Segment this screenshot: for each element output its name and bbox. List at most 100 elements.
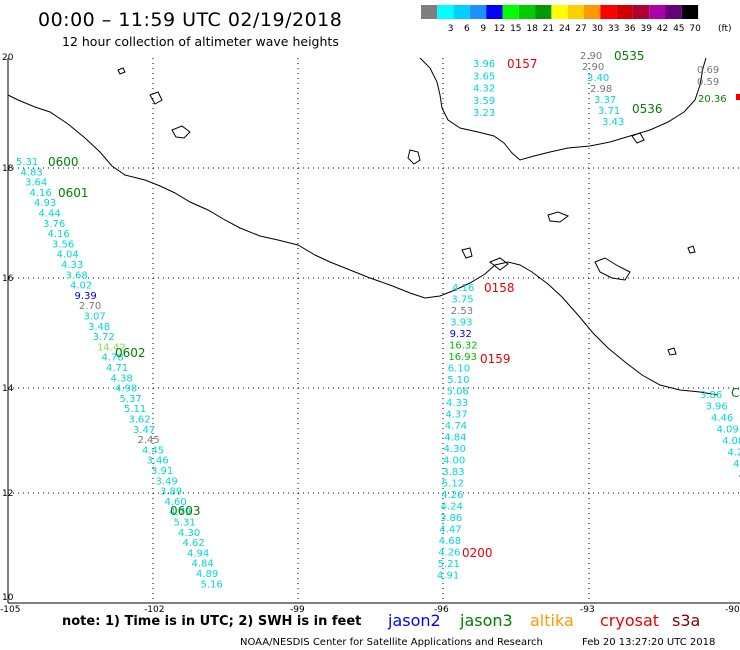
wave-height-label: 4.33 <box>446 398 468 409</box>
legend-label: 27 <box>575 24 586 34</box>
wave-height-label: 4.37 <box>445 410 467 421</box>
legend-swatch <box>437 5 454 19</box>
legend-label: 24 <box>559 24 571 34</box>
wave-height-label: 2.90 <box>580 51 602 62</box>
legend-swatch <box>469 5 487 19</box>
pass-time-label: 0600 <box>48 155 79 169</box>
wave-height-label: 5.37 <box>120 394 142 405</box>
satellite-altika: altika <box>530 611 574 630</box>
wave-height-label: 4.00 <box>443 456 465 467</box>
wave-height-label: 5.11 <box>124 404 146 415</box>
lon-label: -105 <box>0 605 20 615</box>
legend-swatch <box>632 5 650 19</box>
island <box>631 132 645 144</box>
island <box>461 247 473 259</box>
legend-label: 39 <box>640 24 652 34</box>
lat-label: 16 <box>2 274 14 284</box>
wave-height-label: 4.46 <box>711 413 733 424</box>
wave-height-label: 5.31 <box>16 157 38 168</box>
wave-height-label: 3.49 <box>156 476 178 487</box>
wave-height-label: 4.30 <box>178 528 200 539</box>
wave-height-label: 4.02 <box>70 281 92 292</box>
legend-label: 45 <box>673 24 684 34</box>
wave-height-label: 4.79 <box>169 507 191 518</box>
yucatan-coastline <box>419 57 707 161</box>
pass-time-label: C <box>731 386 739 400</box>
legend-swatch <box>453 5 470 19</box>
axis-labels: 20 18 16 14 12 10 -105 -102 -99 -96 -93 … <box>0 53 740 615</box>
lon-label: -102 <box>144 605 164 615</box>
wave-height-label: 3.40 <box>587 73 609 84</box>
wave-height-label: 3.89 <box>160 487 182 498</box>
legend-swatch <box>649 5 666 19</box>
wave-height-label: 3.56 <box>52 239 74 250</box>
wave-height-label: 3.37 <box>594 95 616 106</box>
wave-height-label: 3.75 <box>451 295 473 306</box>
wave-height-label: 9.39 <box>75 291 97 302</box>
wave-height-label: 4.09 <box>717 425 739 436</box>
legend-swatch <box>551 5 568 19</box>
wave-height-label: 3.59 <box>473 96 495 107</box>
wave-height-label: 3.47 <box>133 425 155 436</box>
island <box>407 149 421 165</box>
pass-time-label: 0536 <box>632 102 663 116</box>
footer-note: note: 1) Time is in UTC; 2) SWH is in fe… <box>62 614 361 629</box>
wave-height-label: 6.10 <box>448 364 470 375</box>
map-title: 00:00 – 11:59 UTC 02/19/2018 <box>38 9 342 31</box>
legend-label: 15 <box>510 24 521 34</box>
wave-height-label: 3.72 <box>93 332 115 343</box>
legend-swatch <box>486 5 503 19</box>
legend-unit: (ft) <box>718 24 732 34</box>
wave-height-label: 4.68 <box>439 536 461 547</box>
wave-height-label: 3.93 <box>450 318 472 329</box>
island <box>171 125 191 139</box>
wave-height-label: 4.1 <box>733 459 740 470</box>
pass-time-label: 0602 <box>115 346 146 360</box>
pass-time-label: 0157 <box>507 57 538 71</box>
wave-height-label: 2.98 <box>590 84 612 95</box>
wave-height-label: 4.04 <box>57 250 79 261</box>
island <box>687 245 696 254</box>
island <box>667 347 677 356</box>
wave-height-label: 3.43 <box>602 117 624 128</box>
wave-height-label: 4.32 <box>473 84 495 95</box>
wave-height-label: 5.31 <box>174 518 196 529</box>
legend-label: 30 <box>592 24 604 34</box>
wave-height-label: 3.65 <box>473 71 495 82</box>
wave-height-label: 3.23 <box>473 108 495 119</box>
wave-height-label: 4.84 <box>192 559 214 570</box>
wave-height-label: 20.36 <box>698 94 727 105</box>
wave-height-label: 4.89 <box>196 569 218 580</box>
pass-time-label: 0603 <box>170 504 201 518</box>
wave-height-label: 4.47 <box>439 525 461 536</box>
mexico-pacific-coastline <box>7 94 719 396</box>
wave-height-label: 4.93 <box>34 198 56 209</box>
wave-height-label: 4.16 <box>48 229 70 240</box>
wave-height-label: 4. <box>739 471 740 482</box>
wave-height-label: 4.38 <box>111 373 133 384</box>
wave-height-label: 3.91 <box>151 466 173 477</box>
wave-height-label: 2.70 <box>79 301 101 312</box>
legend-swatch <box>421 5 438 19</box>
wave-height-label: 0.69 <box>697 65 719 76</box>
wave-height-label: 3.96 <box>473 59 495 70</box>
edge-marker <box>736 94 740 100</box>
wave-height-label: 4.84 <box>444 433 466 444</box>
wave-height-label: 3.83 <box>442 467 464 478</box>
footer-timestamp: Feb 20 13:27:20 UTC 2018 <box>582 637 715 648</box>
legend-swatch <box>600 5 617 19</box>
lon-label: -93 <box>580 605 595 615</box>
color-legend: 3 6 9 12 15 18 21 24 27 30 33 36 39 42 45 70 (ft) <box>421 5 732 34</box>
legend-label: 12 <box>494 24 505 34</box>
wave-height-label: 3.48 <box>88 322 110 333</box>
wave-height-label: 2.90 <box>582 62 604 73</box>
wave-height-label: 4.26 <box>728 448 740 459</box>
lat-label: 14 <box>2 384 14 394</box>
pass-time-label: 0601 <box>58 186 89 200</box>
track-middle: 4.163.752.533.939.3216.3216.936.105.105.… <box>437 281 515 582</box>
track-top-middle: 3.963.65 4.323.593.23 0157 <box>473 57 538 119</box>
wave-height-label: 4.62 <box>183 538 205 549</box>
lat-label: 20 <box>2 53 14 63</box>
lat-label: 10 <box>2 593 14 603</box>
